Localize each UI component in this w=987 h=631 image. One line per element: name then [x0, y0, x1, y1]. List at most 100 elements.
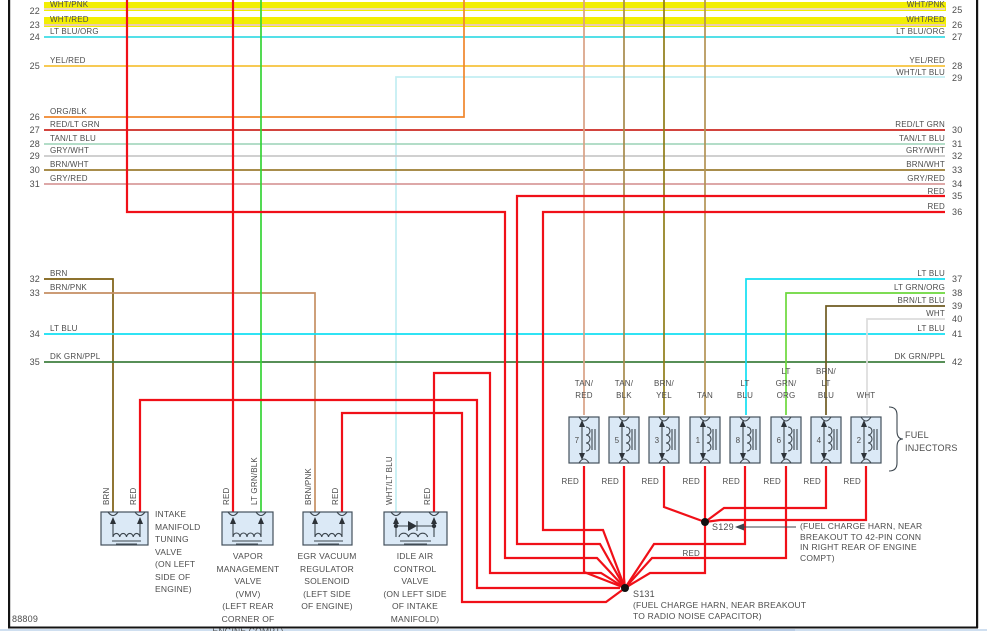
rotated-wire-label: BRN [102, 487, 111, 506]
wire-color-label: ORG/BLK [50, 107, 87, 116]
splice-s131-label: S131 [633, 589, 655, 599]
injector-number: 3 [654, 436, 660, 445]
core-bars-icon [591, 429, 596, 450]
right-pin-number: 36 [952, 207, 963, 217]
wire-brn [44, 278, 114, 512]
arrow-down-icon [821, 453, 827, 460]
core-bars-icon [631, 429, 636, 450]
arrow-up-icon [659, 420, 665, 427]
fuel-injectors-label: FUEL INJECTORS [905, 430, 958, 453]
injector-red-label: RED [722, 477, 740, 486]
injector-8-box [729, 416, 761, 464]
coil-icon [706, 426, 712, 452]
left-pin-number: 35 [29, 357, 40, 367]
wire-color-label: WHT [926, 309, 945, 318]
injector-number: 8 [735, 436, 741, 445]
splice-s129-dot [701, 518, 709, 526]
wire-org-blk [44, 0, 465, 118]
connector-arc-icon [820, 416, 832, 464]
wire-color-label: RED/LT GRN [50, 120, 100, 129]
frame-right-border [976, 0, 979, 628]
wire-color-label: RED [927, 187, 945, 196]
wire-color-label: YEL/RED [909, 56, 945, 65]
idle-air-control-valve-symbol [383, 511, 448, 546]
wire-color-label: WHT/PNK [50, 0, 89, 9]
coil-icon [232, 532, 262, 538]
arrow-up-icon [393, 517, 399, 524]
connector-arc-icon [390, 511, 440, 517]
rotated-wire-label: LT GRN/BLK [250, 457, 259, 505]
splice-s129-note: (FUEL CHARGE HARN, NEAR BREAKOUT TO 42-P… [800, 521, 923, 563]
arrow-up-icon [431, 517, 437, 524]
right-pin-number: 40 [952, 314, 963, 324]
right-pin-number: 34 [952, 179, 963, 189]
left-pin-number: 25 [29, 61, 40, 71]
wire-color-label: RED/LT GRN [895, 120, 945, 129]
injector-3-symbol [648, 416, 680, 464]
connector-arc-icon [618, 416, 630, 464]
injector-7-box [568, 416, 600, 464]
core-lines-icon [314, 540, 343, 545]
left-pin-number: 23 [29, 20, 40, 30]
right-pin-number: 30 [952, 125, 963, 135]
splice-s131-dot [621, 584, 629, 592]
highlight-row-22 [44, 2, 946, 11]
wire-color-label: RED [927, 202, 945, 211]
wire-red-inj2 [704, 466, 868, 524]
connector-arc-icon [578, 416, 590, 464]
connector-arc-icon [309, 511, 348, 517]
wire-red-inj5 [622, 466, 627, 589]
wire-red-inj7 [582, 466, 626, 590]
right-pin-number: 28 [952, 61, 963, 71]
left-pin-number: 28 [29, 139, 40, 149]
injector-2-symbol [850, 416, 882, 464]
wire-color-label: DK GRN/PPL [50, 352, 101, 361]
injector-1-box [689, 416, 721, 464]
bottom-strip-segment [560, 629, 795, 631]
right-pin-number: 39 [952, 301, 963, 311]
wire-color-label: BRN/WHT [50, 160, 89, 169]
injector-red-label: RED [763, 477, 781, 486]
injector-wire-color: TAN/ BLK [614, 379, 634, 400]
iac-box [383, 511, 448, 546]
left-pin-number: 34 [29, 329, 40, 339]
note-arrow-head-icon [735, 523, 744, 531]
rotated-wire-label: BRN/PNK [304, 468, 313, 505]
wire-color-label: BRN/LT BLU [897, 296, 945, 305]
left-pin-number: 22 [29, 6, 40, 16]
egr-vacuum-regulator-solenoid-symbol [302, 511, 353, 546]
connector-arc-icon [699, 416, 711, 464]
arrow-up-icon [312, 517, 318, 524]
wire-red-inj4 [704, 466, 828, 523]
injector-8-symbol [729, 416, 761, 464]
injector-number: 5 [614, 436, 620, 445]
arrow-up-icon [137, 517, 143, 524]
wire-color-label: BRN/WHT [906, 160, 945, 169]
wire-color-label: LT BLU/ORG [896, 27, 945, 36]
coil-icon [112, 533, 141, 538]
coil-icon [665, 426, 671, 452]
connector-arc-icon [860, 416, 872, 464]
coil-icon [314, 533, 343, 538]
wire-color-label: TAN/LT BLU [50, 134, 97, 143]
component-name-vmv: VAPOR MANAGEMENT VALVE (VMV) (LEFT REAR … [212, 551, 284, 631]
wire-color-label: LT BLU [917, 269, 945, 278]
right-pin-number: 26 [952, 20, 963, 30]
wire-wht-lt-blu [395, 76, 945, 512]
core-bars-icon [873, 429, 878, 450]
core-bars-icon [671, 429, 676, 450]
connector-arc-icon [107, 511, 146, 517]
bottom-strip [0, 629, 987, 631]
injector-7-symbol [568, 416, 600, 464]
brace-icon [888, 406, 904, 472]
right-pin-number: 27 [952, 32, 963, 42]
arrow-up-icon [861, 420, 867, 427]
figure-number: 88809 [12, 614, 39, 624]
wire-brn-pnk [44, 292, 316, 512]
right-pin-number: 37 [952, 274, 963, 284]
arrow-up-icon [230, 517, 236, 524]
injector-6-box [770, 416, 802, 464]
injector-wire-color: TAN/ RED [574, 379, 594, 400]
connector-arc-icon [658, 416, 670, 464]
